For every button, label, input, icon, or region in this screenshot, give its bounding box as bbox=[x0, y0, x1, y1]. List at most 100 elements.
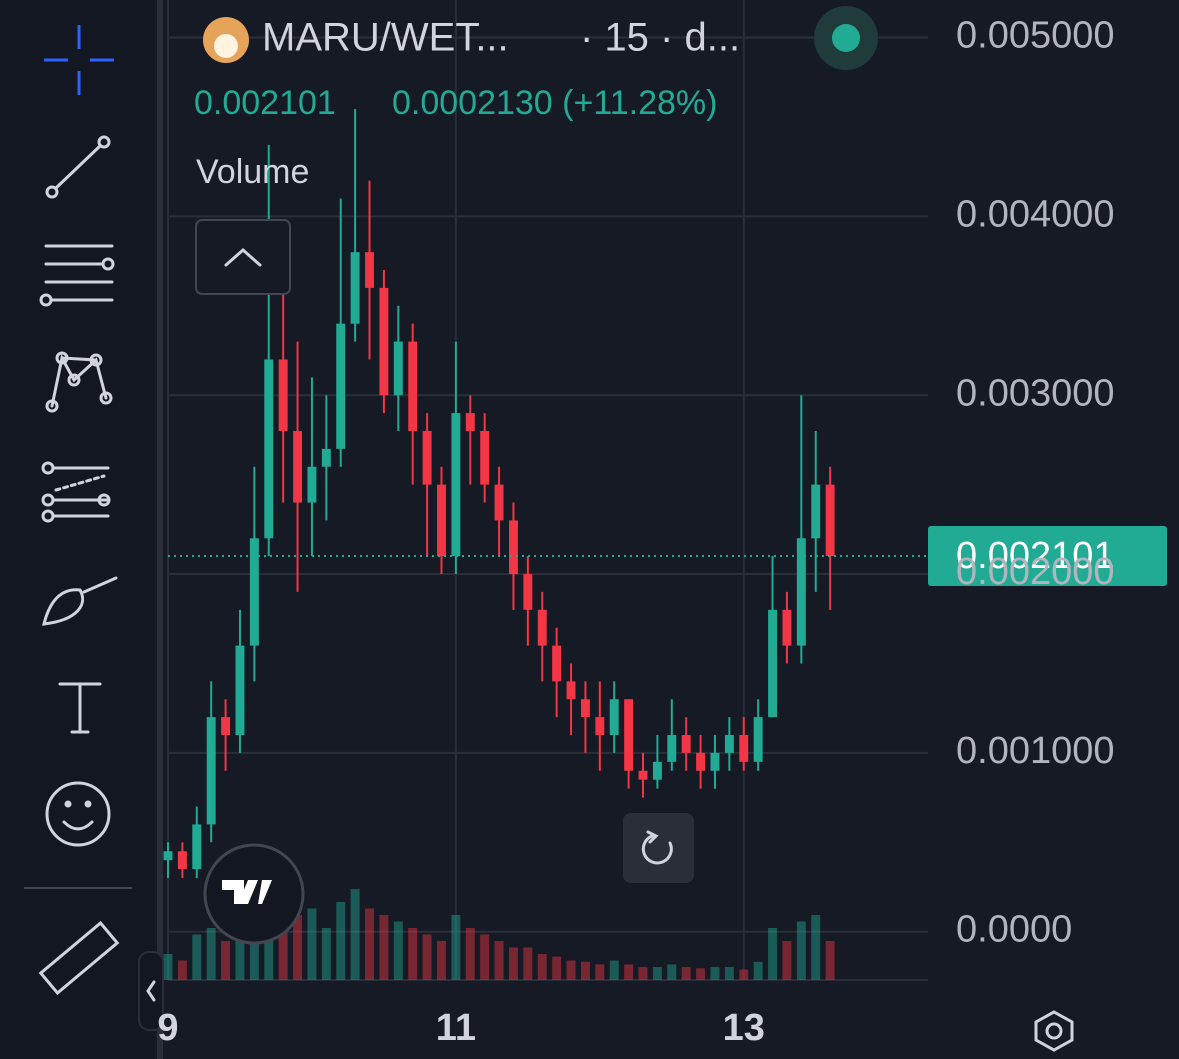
volume-bar bbox=[365, 908, 374, 980]
volume-bar bbox=[724, 967, 734, 980]
candle-body bbox=[652, 761, 662, 780]
volume-bar bbox=[221, 941, 231, 980]
volume-bar bbox=[566, 960, 576, 980]
candle-body bbox=[422, 430, 432, 485]
candle-body bbox=[221, 717, 231, 735]
volume-bar bbox=[235, 921, 245, 980]
volume-bar bbox=[293, 915, 303, 980]
volume-label: Volume bbox=[196, 153, 309, 191]
volume-bar bbox=[710, 967, 720, 980]
crosshair-tool[interactable] bbox=[44, 25, 114, 95]
candle-body bbox=[696, 752, 706, 771]
y-tick-label: 0.0000 bbox=[956, 909, 1072, 951]
volume-bar bbox=[336, 902, 346, 980]
volume-bar bbox=[782, 941, 792, 980]
candle-body bbox=[681, 735, 691, 753]
volume-bar bbox=[206, 928, 216, 980]
candle-body bbox=[192, 824, 202, 870]
candle-body bbox=[595, 717, 605, 735]
volume-bar bbox=[537, 954, 547, 980]
volume-bar bbox=[638, 967, 648, 980]
token-logo-face bbox=[214, 34, 238, 58]
symbol: MARU/WET... bbox=[262, 16, 509, 60]
candle-body bbox=[523, 574, 533, 610]
collapse-legend[interactable] bbox=[195, 219, 291, 295]
volume-bar bbox=[667, 964, 677, 980]
forecast-tool[interactable] bbox=[41, 461, 111, 523]
text-tool[interactable] bbox=[58, 682, 102, 734]
candle-body bbox=[365, 252, 374, 288]
volume-bar bbox=[609, 960, 619, 980]
pattern-tool[interactable] bbox=[45, 351, 113, 413]
candle-body bbox=[393, 341, 403, 396]
candle-body bbox=[566, 681, 576, 700]
volume-bar bbox=[408, 928, 418, 980]
candle-body bbox=[753, 717, 763, 762]
brush-tool[interactable] bbox=[42, 576, 118, 626]
candle-body bbox=[307, 466, 317, 503]
tv-logo[interactable] bbox=[203, 843, 305, 945]
candle-body bbox=[609, 699, 619, 735]
candle-body bbox=[537, 609, 547, 646]
volume-bar bbox=[580, 961, 590, 980]
candle-body bbox=[508, 520, 518, 575]
volume-bar bbox=[624, 964, 634, 980]
last-price-box bbox=[928, 525, 1167, 586]
candle-body bbox=[580, 699, 590, 718]
candle-body bbox=[724, 735, 734, 753]
y-tick-label: 0.003000 bbox=[956, 372, 1115, 414]
reset-button[interactable] bbox=[623, 813, 694, 883]
candle-body bbox=[206, 717, 216, 825]
volume-bar bbox=[307, 908, 317, 980]
y-tick-label: 0.001000 bbox=[956, 730, 1115, 772]
volume-bar bbox=[595, 964, 605, 980]
volume-bar bbox=[465, 928, 475, 980]
volume-bar bbox=[552, 956, 562, 980]
candle-body bbox=[235, 645, 245, 735]
candle-body bbox=[825, 484, 835, 556]
y-tick-label: 0.004000 bbox=[956, 193, 1115, 235]
toolbar bbox=[0, 0, 155, 1059]
candle-body bbox=[667, 735, 677, 762]
tv-logo-mark bbox=[222, 880, 272, 904]
candle-body bbox=[264, 359, 274, 539]
candle-body bbox=[624, 699, 634, 771]
candle-body bbox=[293, 430, 303, 503]
candle-body bbox=[552, 645, 562, 682]
candle-body bbox=[163, 851, 173, 861]
candle-body bbox=[494, 484, 504, 521]
volume-bar bbox=[350, 889, 360, 980]
volume-bar bbox=[681, 967, 691, 980]
reset-icon bbox=[641, 834, 673, 865]
candle-body bbox=[782, 609, 792, 646]
candle-body bbox=[278, 359, 288, 431]
price-change: 0.0002130 (+11.28%) bbox=[392, 84, 717, 122]
emoji-tool[interactable] bbox=[45, 781, 111, 847]
reset-arrow bbox=[646, 830, 659, 844]
candle-body bbox=[811, 484, 821, 539]
candle-body bbox=[321, 448, 331, 467]
volume-bar bbox=[163, 954, 173, 980]
candle-body bbox=[437, 484, 446, 557]
settings-inner bbox=[1045, 1022, 1063, 1040]
chevron-up bbox=[224, 247, 262, 267]
volume-bar bbox=[523, 947, 533, 980]
lines-tool[interactable] bbox=[39, 244, 115, 307]
y-tick-label: 0.005000 bbox=[956, 15, 1115, 57]
trend-line-tool[interactable] bbox=[45, 135, 111, 199]
volume-bar bbox=[825, 941, 835, 980]
ruler-tool[interactable] bbox=[38, 920, 120, 996]
volume-bar bbox=[192, 934, 202, 980]
volume-bar bbox=[696, 968, 706, 980]
candle-body bbox=[638, 770, 648, 780]
settings-button[interactable] bbox=[1034, 1010, 1074, 1052]
candle-body bbox=[350, 252, 360, 324]
candle-body bbox=[249, 538, 259, 646]
volume-bar bbox=[177, 960, 187, 980]
collapse-toolbar[interactable] bbox=[138, 951, 164, 1031]
x-tick-label: 13 bbox=[723, 1007, 765, 1049]
volume-bar bbox=[451, 915, 461, 980]
plot bbox=[163, 0, 928, 981]
y-tick-label: 0.002000 bbox=[956, 551, 1115, 593]
